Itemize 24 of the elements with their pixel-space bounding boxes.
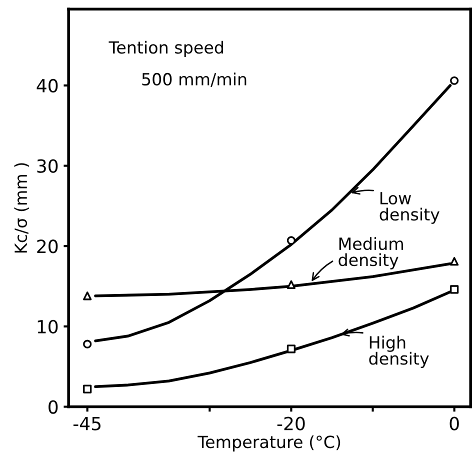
y-axis-title: Kc/σ (mm ): [14, 163, 30, 252]
point: [450, 285, 459, 294]
point: [286, 280, 296, 289]
annotation: 500 mm/min: [142, 72, 246, 87]
point: [83, 340, 92, 348]
point: [450, 76, 459, 85]
annotation: High density: [369, 336, 429, 368]
annotation: Medium density: [338, 237, 403, 270]
annotation: Low density: [380, 192, 440, 224]
point: [83, 292, 92, 300]
point: [286, 236, 296, 245]
annotation: Tention speed: [108, 40, 224, 57]
x-tick-label: -45: [73, 417, 101, 430]
x-axis-title: Temperature (°C): [198, 435, 340, 452]
y-tick-label: 40: [36, 78, 58, 93]
point: [450, 257, 459, 266]
point: [286, 344, 296, 354]
y-tick-label: 30: [37, 159, 58, 173]
y-tick-label: 10: [38, 320, 58, 334]
point: [83, 384, 92, 394]
x-tick-label: -20: [277, 416, 305, 430]
x-tick-label: 0: [450, 416, 459, 430]
y-tick-label: 0: [48, 400, 58, 414]
y-tick-label: 20: [37, 240, 58, 254]
